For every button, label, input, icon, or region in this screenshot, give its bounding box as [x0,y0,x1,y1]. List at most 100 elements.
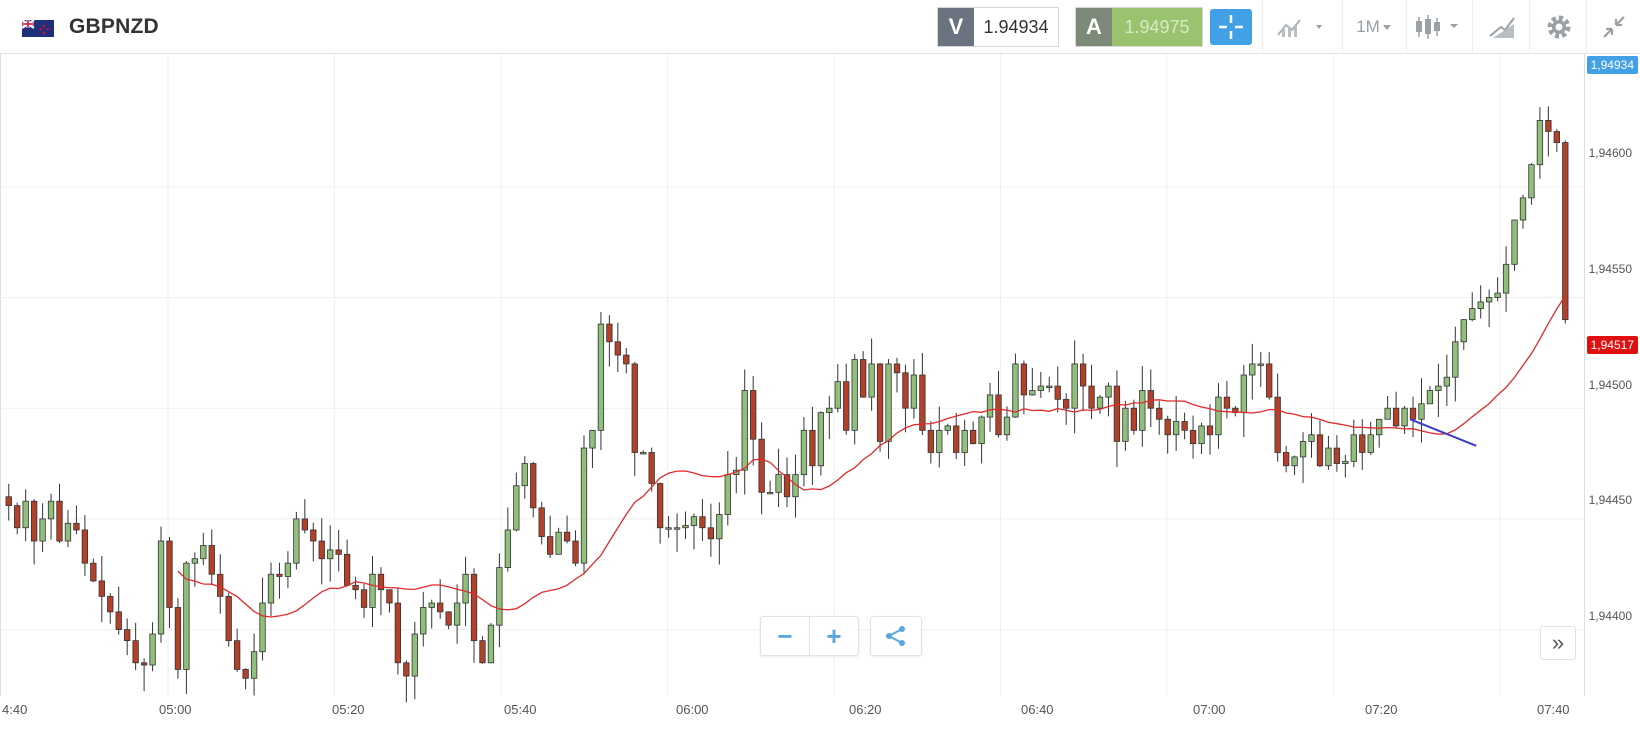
candle-up [834,381,841,409]
y-tick-label: 1,94600 [1588,146,1632,160]
candle-up [868,363,875,398]
scroll-to-latest-button[interactable]: » [1540,626,1576,660]
candle-up [1376,418,1383,436]
candle-up [369,573,376,608]
candle-down [310,529,317,542]
candle-up [640,452,647,455]
candle-down [115,611,122,630]
candle-up [453,602,461,626]
timeframe-dropdown[interactable]: 1M [1342,0,1407,54]
candle-up [775,474,782,493]
candle-up [1494,292,1501,298]
crosshair-button[interactable] [1210,9,1252,45]
candle-down [1189,429,1197,445]
candle-up [191,558,199,564]
x-tick-label: 07:40 [1537,702,1570,717]
candle-up [826,407,833,414]
settings-button[interactable] [1529,0,1587,54]
x-tick-label: 05:40 [504,702,537,717]
collapse-icon [1603,16,1625,38]
candle-up [1426,390,1434,405]
collapse-button[interactable] [1586,0,1640,54]
candle-up [851,359,858,431]
candle-up [1452,341,1459,378]
candle-down [1054,385,1061,400]
candle-down [98,580,105,597]
candle-up [1105,385,1112,398]
candle-up [487,624,495,664]
x-tick-label: 05:00 [159,702,192,717]
current-price-tag: 1,94934 [1586,56,1638,74]
candle-down [758,438,765,493]
chart-type-button[interactable] [1406,0,1473,54]
candle-up [1443,376,1451,387]
candle-down [623,354,630,365]
candle-up [183,562,190,670]
candle-down [927,429,934,453]
candle-up [1291,456,1298,467]
candle-up [513,485,520,531]
candle-down [225,595,232,642]
candle-down [30,500,38,542]
candle-down [953,425,960,453]
candle-down [656,483,664,529]
candle-up [462,573,469,604]
crosshair-icon [1219,15,1243,39]
candle-down [563,531,571,542]
candlestick-type-icon [1416,15,1458,39]
candle-down [1088,385,1095,409]
candle-up [420,607,427,635]
candle-up [910,374,918,409]
gb-nz-flag-icon [22,20,54,37]
candle-up [1536,120,1544,166]
candle-down [1113,385,1121,442]
candle-down [132,640,139,664]
candle-down [1079,363,1087,387]
candle-up [682,525,689,529]
candle-down [606,323,613,343]
indicators-button[interactable] [1262,0,1343,54]
candle-up [1350,434,1357,462]
candle-up [885,363,892,442]
candle-down [234,640,241,670]
candle-up [411,633,418,677]
buy-letter: A [1076,8,1112,46]
candle-down [699,516,706,529]
candle-down [73,522,80,531]
candle-down [1316,434,1324,467]
candle-down [217,573,224,597]
share-button[interactable] [870,616,922,656]
candle-down [1206,425,1214,436]
candle-down [648,452,655,484]
trendline-drawing [1409,418,1477,447]
candle-up [1502,263,1510,294]
candlestick-chart[interactable] [0,54,1640,730]
candle-up [1122,407,1129,442]
candle-up [504,529,512,568]
candle-down [1282,452,1290,467]
chart-plot-area[interactable] [0,54,1585,696]
candle-down [445,611,452,626]
candle-down [479,640,486,664]
candle-down [860,359,867,398]
candle-up [22,500,29,529]
candle-up [250,651,258,679]
buy-price-button[interactable]: A 1.94975 [1075,7,1203,47]
drawing-tools-button[interactable] [1472,0,1530,54]
candle-up [961,429,968,453]
x-tick-label: 4:40 [2,702,28,717]
candle-up [1342,460,1349,464]
candle-up [1418,403,1425,420]
candle-up [741,390,748,471]
candle-down [174,607,182,670]
candle-up [1012,363,1019,418]
candle-down [470,573,478,642]
candle-up [1528,164,1535,199]
zoom-in-button[interactable]: + [826,620,842,651]
x-tick-label: 06:20 [849,702,882,717]
candle-up [157,540,165,635]
candle-down [843,381,850,431]
candle-down [403,662,410,677]
zoom-out-button[interactable]: − [761,617,810,655]
sell-price-button[interactable]: V 1.94934 [937,7,1059,47]
